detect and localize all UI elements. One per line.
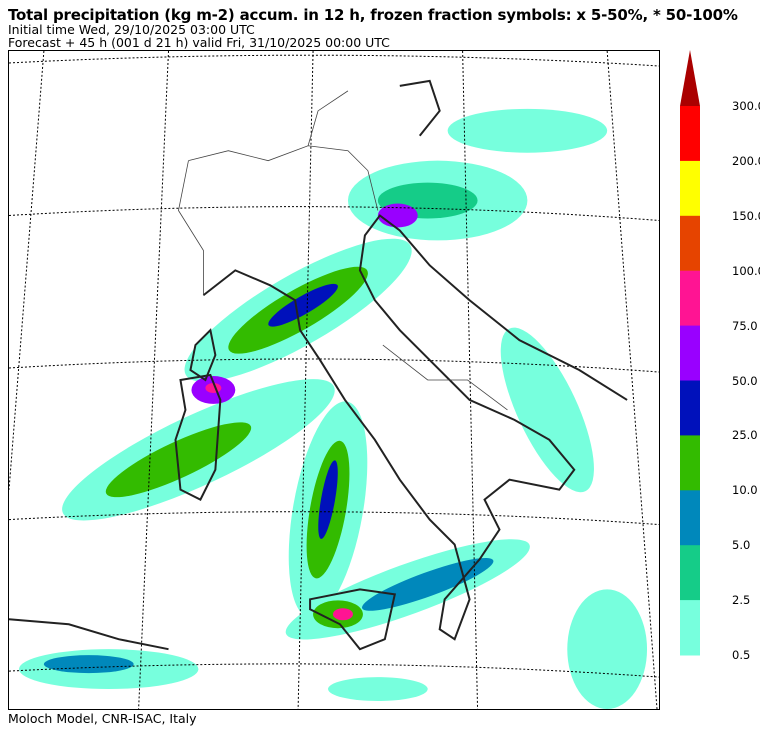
colorbar-label: 5.0 [732,538,751,553]
colorbar-label: 25.0 [732,428,758,443]
colorbar-extend-arrow [680,50,700,106]
colorbar-label: 100.0 [732,263,760,278]
colorbar-label: 75.0 [732,318,758,333]
colorbar-label: 50.0 [732,373,758,388]
colorbar-label: 2.5 [732,593,751,608]
colorbar [680,50,700,656]
graticule [9,51,659,709]
colorbar-segment [680,380,700,436]
map-title: Total precipitation (kg m-2) accum. in 1… [8,6,738,24]
colorbar-segment [680,160,700,217]
precipitation-map [8,50,660,710]
colorbar-segment [680,435,700,491]
precipitation-fields [18,108,648,709]
forecast-valid-time: Forecast + 45 h (001 d 21 h) valid Fri, … [8,35,390,50]
colorbar-segment [680,325,700,381]
borders [178,90,508,411]
colorbar-label: 300.0 [732,99,760,113]
colorbar-segment [680,215,700,272]
colorbar-label: 10.0 [732,483,758,498]
colorbar-segment [680,106,700,162]
initial-time: Initial time Wed, 29/10/2025 03:00 UTC [8,22,255,37]
colorbar-label: 200.0 [732,153,760,168]
colorbar-segment [680,270,700,327]
colorbar-segment [680,600,700,656]
coastlines [9,79,628,651]
colorbar-segment [680,490,700,546]
colorbar-label: 0.5 [732,648,751,662]
model-credit: Moloch Model, CNR-ISAC, Italy [8,711,197,726]
colorbar-label: 150.0 [732,208,760,223]
colorbar-segment [680,545,700,601]
